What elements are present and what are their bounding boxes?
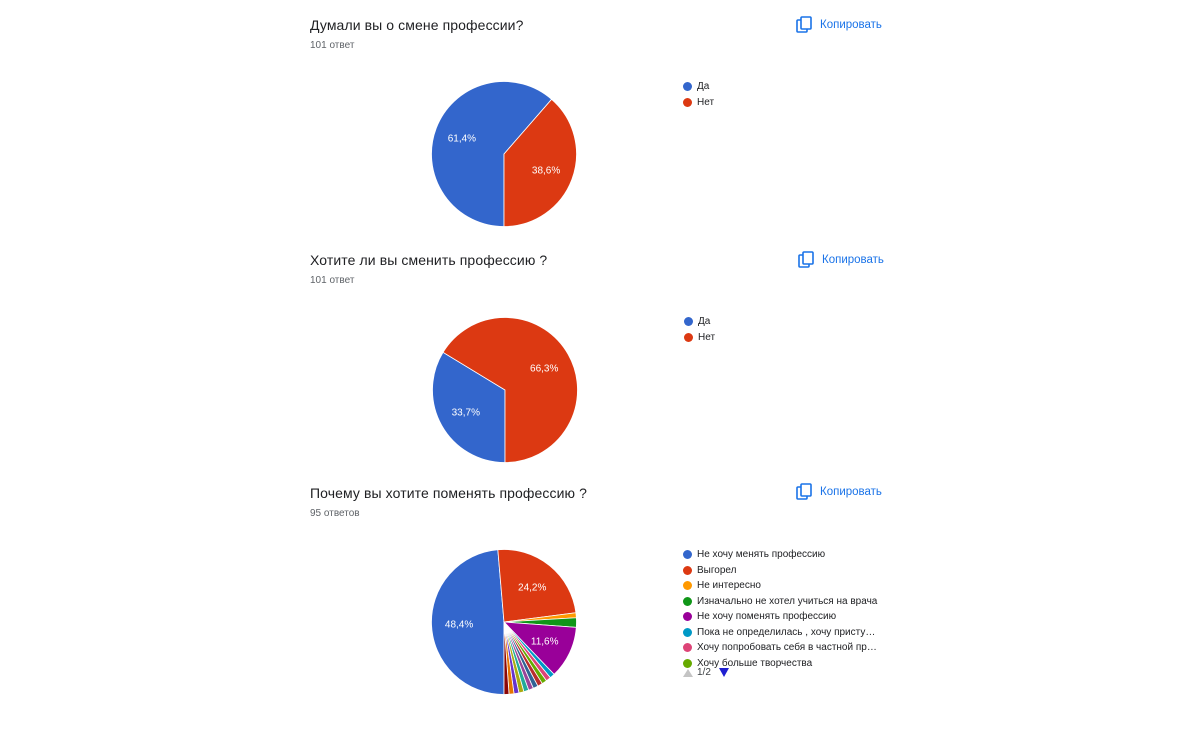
legend-swatch xyxy=(683,612,692,622)
slice-label: 48,4% xyxy=(445,619,473,630)
slice-label: 33,7% xyxy=(452,408,480,419)
legend-label: Хочу попробовать себя в частной пр… xyxy=(697,642,877,654)
copy-label: Копировать xyxy=(820,18,882,31)
slice-label: 61,4% xyxy=(448,134,476,145)
legend-swatch xyxy=(683,627,692,637)
legend-swatch xyxy=(684,317,693,327)
slice-label: 11,6% xyxy=(531,637,559,648)
legend-item[interactable]: Нет xyxy=(684,330,715,346)
pie-slice[interactable] xyxy=(497,549,577,623)
legend-label: Да xyxy=(698,316,711,328)
legend-swatch xyxy=(683,596,692,606)
legend-item[interactable]: Выгорел xyxy=(683,563,877,579)
question-card-3: Почему вы хотите поменять профессию ? 95… xyxy=(0,483,1200,735)
legend-label: Пока не определилась , хочу присту… xyxy=(697,626,876,638)
copy-icon xyxy=(796,16,812,33)
legend-swatch xyxy=(683,643,692,653)
legend-label: Нет xyxy=(697,96,715,108)
question-card-2: Хотите ли вы сменить профессию ? 101 отв… xyxy=(0,251,1200,472)
legend-label: Хочу больше творчества xyxy=(697,657,813,669)
pie-slice[interactable] xyxy=(431,81,553,227)
chart-legend: Не хочу менять профессию Выгорел Не интере… xyxy=(683,547,877,671)
response-count: 101 ответ xyxy=(310,275,355,286)
legend-swatch xyxy=(683,658,692,668)
legend-item[interactable]: Да xyxy=(683,79,714,95)
question-card-1: Думали вы о смене профессии? 101 ответ К… xyxy=(0,16,1200,237)
slice-label: 24,2% xyxy=(518,583,546,594)
pie-slice[interactable] xyxy=(503,98,577,227)
legend-swatch xyxy=(683,97,692,107)
previous-page-icon[interactable] xyxy=(683,668,693,677)
copy-icon xyxy=(798,251,814,268)
slice-label: 38,6% xyxy=(532,165,560,176)
legend-item[interactable]: Не хочу менять профессию xyxy=(683,547,877,563)
chart-legend: Да Нет xyxy=(683,79,714,110)
legend-label: Изначально не хотел учиться на врача xyxy=(697,595,878,607)
pie-slice[interactable] xyxy=(431,549,505,695)
legend-item[interactable]: Не интересно xyxy=(683,578,877,594)
slice-label: 66,3% xyxy=(530,364,558,375)
legend-item[interactable]: Не хочу поменять профессию xyxy=(683,609,877,625)
response-count: 101 ответ xyxy=(310,40,355,51)
copy-label: Копировать xyxy=(822,253,884,266)
legend-item[interactable]: Пока не определилась , хочу присту… xyxy=(683,625,877,641)
chart-legend: Да Нет xyxy=(684,314,715,345)
copy-button[interactable]: Копировать xyxy=(796,483,882,500)
legend-item[interactable]: Изначально не хотел учиться на врача xyxy=(683,594,877,610)
pie-chart: 33,7% 66,3% xyxy=(432,317,578,463)
copy-button[interactable]: Копировать xyxy=(798,251,884,268)
legend-item[interactable]: Хочу попробовать себя в частной пр… xyxy=(683,640,877,656)
legend-swatch xyxy=(683,550,692,560)
legend-label: Да xyxy=(697,81,710,93)
pie-slice[interactable] xyxy=(503,621,510,695)
legend-label: Нет xyxy=(698,331,716,343)
question-title: Хотите ли вы сменить профессию ? xyxy=(310,252,548,268)
pie-slice[interactable] xyxy=(432,351,506,463)
legend-label: Не интересно xyxy=(697,580,761,592)
legend-label: Выгорел xyxy=(697,564,737,576)
legend-swatch xyxy=(684,332,693,342)
page-indicator: 1/2 xyxy=(697,667,711,678)
pie-chart: 61,4% 38,6% xyxy=(431,81,577,227)
legend-pager: 1/2 xyxy=(683,667,729,678)
next-page-icon[interactable] xyxy=(718,668,729,677)
pie-slice[interactable] xyxy=(442,317,578,463)
legend-item[interactable]: Нет xyxy=(683,95,714,111)
question-title: Почему вы хотите поменять профессию ? xyxy=(310,485,588,501)
legend-item[interactable]: Хочу больше творчества xyxy=(683,656,877,672)
copy-button[interactable]: Копировать xyxy=(796,16,882,33)
response-count: 95 ответов xyxy=(310,508,360,519)
question-title: Думали вы о смене профессии? xyxy=(310,17,524,33)
legend-swatch xyxy=(683,581,692,591)
legend-swatch xyxy=(683,565,692,575)
legend-label: Не хочу менять профессию xyxy=(697,549,826,561)
legend-label: Не хочу поменять профессию xyxy=(697,611,837,623)
pie-chart: 48,4% 24,2% 11,6% xyxy=(431,549,577,695)
copy-icon xyxy=(796,483,812,500)
legend-swatch xyxy=(683,82,692,92)
copy-label: Копировать xyxy=(820,485,882,498)
legend-item[interactable]: Да xyxy=(684,314,715,330)
